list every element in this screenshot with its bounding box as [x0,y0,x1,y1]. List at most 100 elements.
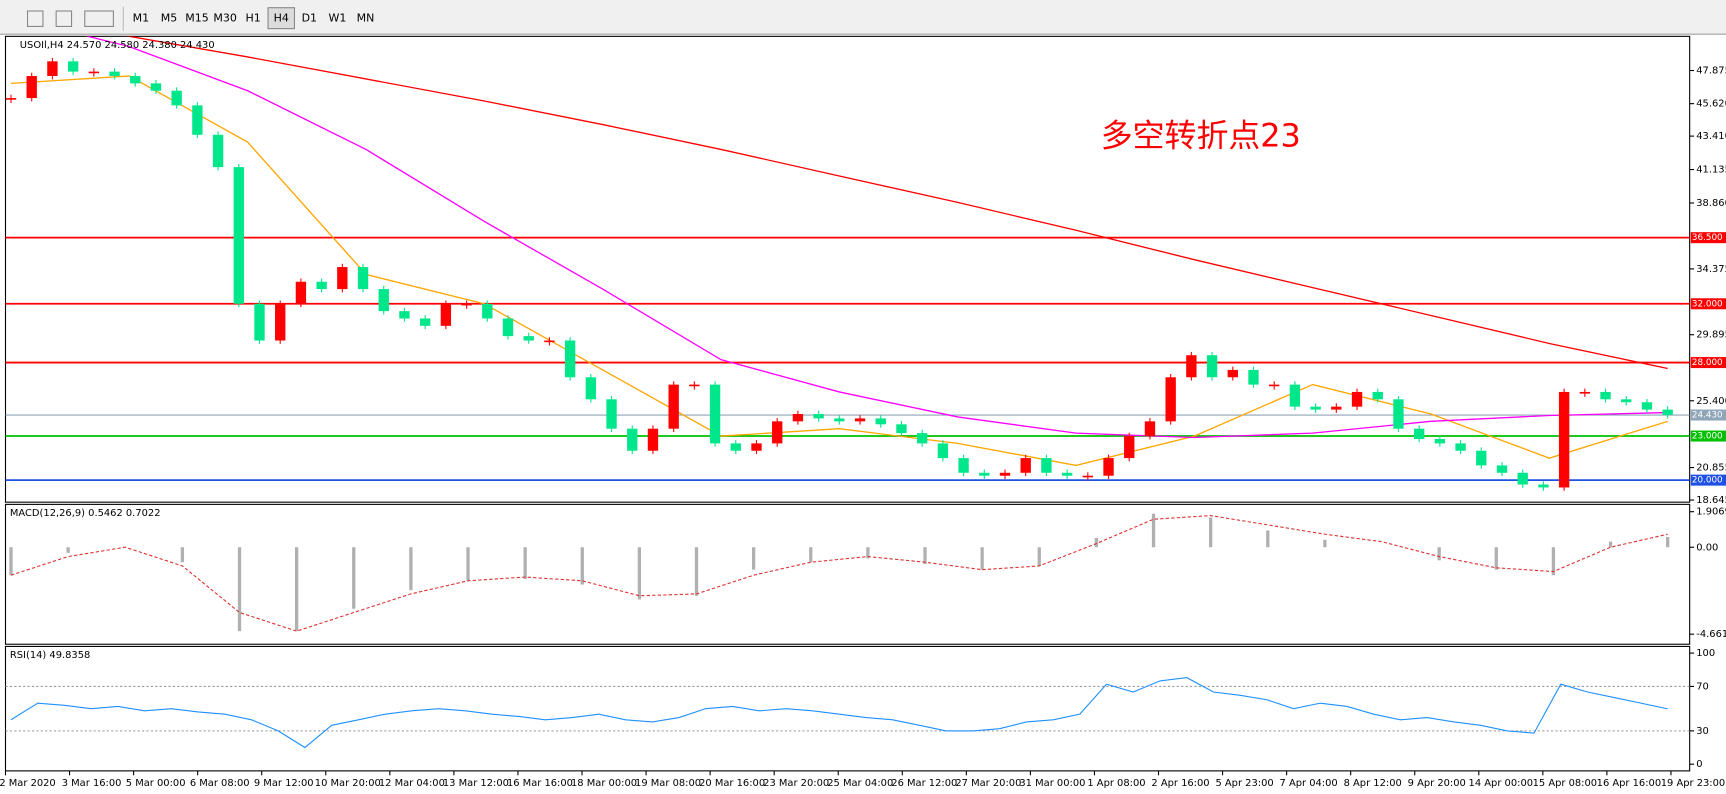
candle [1641,402,1653,410]
y-tick-label: 43.410 [1696,131,1726,142]
y-tick-label: 1.9069 [1696,507,1726,518]
moving-average [85,36,1668,439]
candle [233,167,244,304]
x-tick-label: 20 Mar 16:00 [699,778,765,789]
x-tick-label: 9 Apr 20:00 [1408,778,1466,789]
candle [896,424,907,434]
candle [647,428,659,451]
timeframe-label[interactable]: H4 [274,12,289,25]
candle [150,83,162,91]
x-tick-label: 27 Mar 20:00 [955,778,1021,789]
level-tag [1690,409,1726,421]
timeframe-label[interactable]: M15 [185,12,208,25]
candle [1413,428,1425,439]
level-tag [1690,430,1726,442]
chart-title: USOIl,H4 24.570 24.580 24.380 24.430 [20,40,215,51]
macd-signal [10,515,1668,632]
candle [916,433,928,444]
candle [440,303,452,326]
x-tick-label: 16 Apr 16:00 [1597,778,1661,789]
tool-icon[interactable] [55,10,73,27]
candle [668,384,679,429]
candle [88,71,100,74]
candle [419,318,431,326]
x-tick-label: 15 Apr 08:00 [1533,778,1597,789]
x-tick-label: 7 Apr 04:00 [1280,778,1338,789]
tool-icon[interactable] [84,10,114,27]
candle [1455,443,1466,451]
indicator-title: RSI(14) 49.8358 [10,650,90,661]
candle [1372,391,1383,400]
y-tick-label: 45.620 [1696,99,1726,110]
timeframe-button[interactable] [239,7,267,29]
timeframe-label[interactable]: D1 [302,12,317,25]
timeframe-label[interactable]: M30 [213,12,236,25]
candle [1061,472,1073,476]
timeframe-label[interactable]: MN [357,12,375,25]
candle [709,384,721,444]
x-tick-label: 23 Mar 20:00 [763,778,829,789]
candle [5,98,17,100]
candle [1289,384,1301,407]
candle [627,428,638,451]
x-tick-label: 19 Mar 08:00 [635,778,701,789]
moving-average [125,36,1668,370]
x-tick-label: 13 Mar 12:00 [443,778,509,789]
candle [461,303,472,306]
x-tick-label: 6 Mar 08:00 [190,778,250,789]
y-tick-label: 20.855 [1696,463,1726,474]
candle [544,340,555,343]
candle [109,71,120,77]
level-tag [1690,357,1726,369]
timeframe-button[interactable] [267,7,296,30]
x-tick-label: 3 Mar 16:00 [62,778,122,789]
timeframe-button[interactable] [183,7,211,29]
timeframe-label[interactable]: H1 [246,12,261,25]
y-tick-label: 38.860 [1696,198,1726,209]
timeframe-button[interactable] [296,7,323,29]
candle [875,418,886,425]
candle [1351,391,1363,407]
timeframe-button[interactable] [352,7,379,29]
candle [212,134,224,168]
candle [854,418,866,422]
candle [999,472,1011,476]
x-tick-label: 2 Apr 16:00 [1151,778,1209,789]
candle [1517,472,1528,485]
candle [1186,355,1197,378]
candle [26,76,37,99]
candle [1020,458,1031,473]
candle [130,76,141,84]
timeframe-label[interactable]: M5 [161,12,177,25]
candle [1476,450,1487,466]
timeframe-button[interactable] [155,7,183,29]
candle [357,267,369,290]
candle [192,105,203,135]
timeframe-button[interactable] [127,7,155,29]
x-tick-label: 5 Mar 00:00 [126,778,186,789]
candle [1558,391,1570,488]
x-tick-label: 8 Apr 12:00 [1344,778,1402,789]
candle [834,418,845,422]
level-label: 28.000 [1692,358,1723,368]
x-tick-label: 10 Mar 20:00 [315,778,381,789]
candle [1331,406,1342,410]
y-tick-label: 47.875 [1696,66,1726,77]
y-tick-label: 100 [1696,648,1715,659]
candle [937,443,949,459]
tool-icon[interactable] [26,10,44,27]
candle [1434,438,1446,444]
candle [751,443,762,451]
timeframe-button[interactable] [211,7,239,29]
y-tick-label: 18.645 [1696,495,1726,506]
y-tick-label: -4.6614 [1696,629,1726,640]
timeframe-button[interactable] [324,7,351,29]
candle [1248,369,1259,385]
level-label: 32.000 [1692,299,1723,309]
candle [1621,399,1632,403]
y-tick-label: 34.375 [1696,264,1726,275]
timeframe-label[interactable]: M1 [133,12,149,25]
x-tick-label: 1 Apr 08:00 [1087,778,1145,789]
y-tick-label: 0 [1696,759,1702,770]
timeframe-label[interactable]: W1 [328,12,346,25]
